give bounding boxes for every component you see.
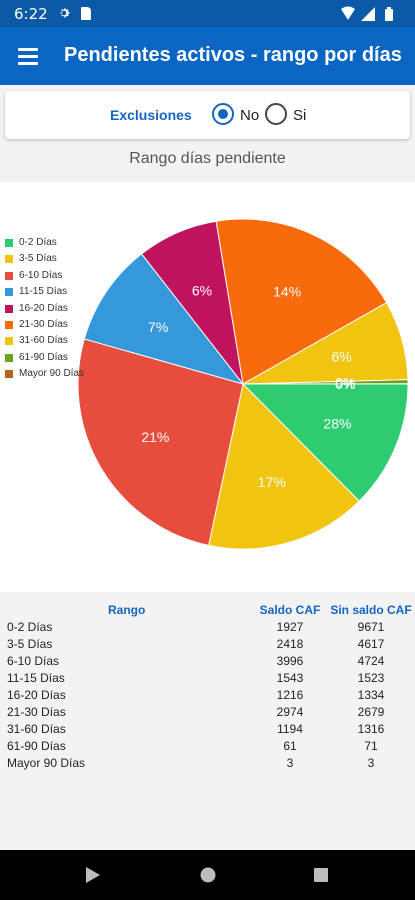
header-sin-saldo-caf: Sin saldo CAF <box>330 603 412 617</box>
table-row: 31-60 Días 1194 1316 <box>0 722 415 739</box>
cell-rango: 11-15 Días <box>7 671 65 685</box>
pie-label-21-30-d-as: 14% <box>273 284 301 300</box>
table-row: 21-30 Días 2974 2679 <box>0 705 415 722</box>
cell-sin-saldo-caf: 1523 <box>357 671 385 685</box>
signal-icon <box>361 7 375 21</box>
cell-sin-saldo-caf: 71 <box>364 739 378 753</box>
exclusions-label: Exclusiones <box>110 107 192 123</box>
cell-saldo-caf: 1927 <box>276 620 304 634</box>
cell-sin-saldo-caf: 2679 <box>357 705 385 719</box>
pie-label-31-60-d-as: 6% <box>331 349 351 365</box>
status-bar: 6:22 <box>0 0 415 27</box>
radio-si-label[interactable]: Si <box>293 107 307 124</box>
radio-no-label[interactable]: No <box>240 107 260 124</box>
pie-slice-21-30-d-as <box>215 218 388 385</box>
legend-swatch <box>5 255 13 264</box>
sd-card-icon <box>81 7 91 20</box>
table-row: 3-5 Días 2418 4617 <box>0 637 415 654</box>
table-row: 0-2 Días 1927 9671 <box>0 620 415 637</box>
cell-sin-saldo-caf: 9671 <box>357 620 385 634</box>
back-icon[interactable] <box>86 867 100 883</box>
cell-saldo-caf: 2418 <box>276 637 304 651</box>
cell-rango: 21-30 Días <box>7 705 66 719</box>
chart-title: Rango días pendiente <box>129 150 286 167</box>
table-row: 11-15 Días 1543 1523 <box>0 671 415 688</box>
status-time: 6:22 <box>14 5 48 23</box>
table-header: Rango Saldo CAF Sin saldo CAF <box>0 603 415 620</box>
cell-rango: 6-10 Días <box>7 654 60 668</box>
cell-sin-saldo-caf: 4617 <box>357 637 385 651</box>
battery-icon <box>385 7 393 21</box>
legend-swatch <box>5 337 13 346</box>
cell-rango: 31-60 Días <box>7 722 66 736</box>
cell-saldo-caf: 61 <box>283 739 297 753</box>
legend-label: 31-60 Días <box>19 335 68 347</box>
pie-slice-0-2-d-as <box>241 383 409 502</box>
navigation-bar <box>0 850 415 900</box>
legend-swatch <box>5 370 13 379</box>
legend-swatch <box>5 271 13 280</box>
gear-icon <box>60 8 70 18</box>
legend-swatch <box>5 353 13 362</box>
legend-label: 6-10 Días <box>19 269 63 281</box>
table-body: 0-2 Días 1927 9671 3-5 Días 2418 4617 6-10 Día… <box>0 620 415 773</box>
pie-slice-3-5-d-as <box>208 382 360 550</box>
data-table: Rango Saldo CAF Sin saldo CAF 0-2 Días 19… <box>0 603 415 773</box>
legend-swatch <box>5 304 13 313</box>
legend-label: 61-90 Días <box>19 351 68 363</box>
legend-swatch <box>5 320 13 329</box>
cell-saldo-caf: 1216 <box>276 688 304 702</box>
legend-label: 0-2 Días <box>19 237 57 248</box>
header-rango: Rango <box>108 603 146 617</box>
cell-saldo-caf: 2974 <box>276 705 304 719</box>
menu-icon[interactable] <box>13 43 43 69</box>
legend-label: 11-15 Días <box>19 286 68 298</box>
legend-label: 21-30 Días <box>19 318 68 330</box>
cell-rango: Mayor 90 Días <box>7 756 86 770</box>
table-row: Mayor 90 Días 3 3 <box>0 756 415 773</box>
wifi-icon <box>341 6 355 20</box>
header-saldo-caf: Saldo CAF <box>259 603 321 617</box>
pie-chart: 28%17%21%7%6% 14%6%0%0% <box>77 218 409 550</box>
status-icons <box>341 6 393 21</box>
pie-label-3-5-d-as: 17% <box>258 474 286 490</box>
pie-label-mayor-90-d-as: 0% <box>335 376 355 392</box>
cell-sin-saldo-caf: 3 <box>367 756 375 770</box>
cell-sin-saldo-caf: 1316 <box>357 722 385 736</box>
pie-label-11-15-d-as: 7% <box>148 319 168 335</box>
cell-saldo-caf: 3 <box>286 756 294 770</box>
home-icon[interactable] <box>200 867 216 883</box>
cell-saldo-caf: 1194 <box>277 722 303 736</box>
recents-icon[interactable] <box>314 868 328 882</box>
legend-label: 16-20 Días <box>19 302 68 314</box>
cell-rango: 16-20 Días <box>7 688 66 702</box>
pie-label-6-10-d-as: 21% <box>141 429 169 445</box>
pie-slice-6-10-d-as <box>77 338 244 546</box>
legend-swatch <box>5 288 13 297</box>
legend-label: Mayor 90 Días <box>19 368 85 380</box>
page-title: Pendientes activos - rango por días <box>64 44 402 66</box>
pie-slice-11-15-d-as <box>83 253 245 385</box>
cell-rango: 3-5 Días <box>7 637 53 651</box>
cell-saldo-caf: 3996 <box>276 654 304 668</box>
pie-label-61-90-d-as: 0% <box>335 375 355 391</box>
legend-label: 3-5 Días <box>19 253 57 265</box>
table-row: 6-10 Días 3996 4724 <box>0 654 415 671</box>
radio-si[interactable] <box>265 103 287 125</box>
pie-label-16-20-d-as: 6% <box>192 282 212 298</box>
exclusions-filter: Exclusiones No Si <box>5 91 410 139</box>
radio-no[interactable] <box>212 103 234 125</box>
legend-swatch <box>5 239 13 247</box>
cell-sin-saldo-caf: 4724 <box>357 654 385 668</box>
table-row: 16-20 Días 1216 1334 <box>0 688 415 705</box>
cell-sin-saldo-caf: 1334 <box>357 688 385 702</box>
table-row: 61-90 Días 61 71 <box>0 739 415 756</box>
pie-label-0-2-d-as: 28% <box>323 415 351 431</box>
app-bar: Pendientes activos - rango por días <box>0 27 415 85</box>
cell-rango: 0-2 Días <box>7 620 53 634</box>
cell-saldo-caf: 1543 <box>276 671 304 685</box>
cell-rango: 61-90 Días <box>7 739 66 753</box>
